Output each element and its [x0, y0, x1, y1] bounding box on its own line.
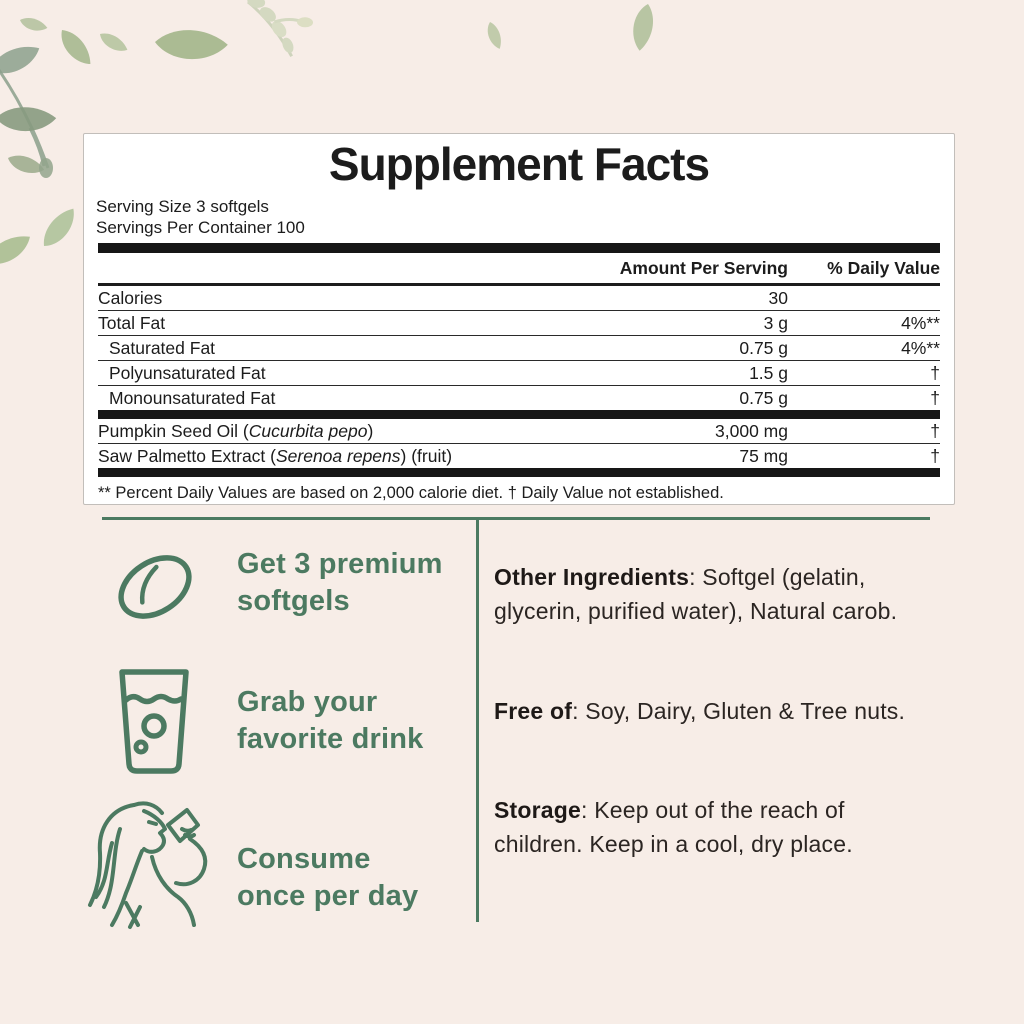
- supplement-facts-panel: Supplement Facts Serving Size 3 softgels…: [83, 133, 955, 505]
- table-row: Total Fat 3 g 4%**: [98, 311, 940, 336]
- facts-table: Amount Per Serving % Daily Value Calorie…: [96, 253, 942, 505]
- other-ingredients-label: Other Ingredients: [494, 564, 690, 590]
- woman-drinking-icon: [88, 801, 208, 929]
- table-row: Saw Palmetto Extract (Serenoa repens) (f…: [98, 446, 940, 466]
- table-row: Monounsaturated Fat 0.75 g †: [109, 388, 940, 408]
- separator-bar-bottom: [98, 468, 940, 477]
- softgel-icon: [118, 555, 192, 619]
- storage-label: Storage: [494, 797, 582, 823]
- serving-size: Serving Size 3 softgels: [96, 197, 269, 216]
- servings-per-container: Servings Per Container 100: [96, 218, 305, 237]
- drink-glass-icon: [119, 669, 189, 774]
- horizontal-divider: [102, 517, 930, 520]
- free-of-label: Free of: [494, 698, 573, 724]
- panel-title: Supplement Facts: [328, 138, 710, 190]
- table-row: Calories 30: [98, 286, 940, 311]
- table-row: Pumpkin Seed Oil (Cucurbita pepo) 3,000 …: [98, 419, 940, 444]
- storage-text: Storage: Keep out of the reach of childr…: [494, 797, 853, 857]
- vertical-divider: [476, 517, 479, 922]
- daily-value-column-header: % Daily Value: [827, 258, 940, 278]
- amount-column-header: Amount Per Serving: [619, 258, 788, 278]
- free-of-text: Free of: Soy, Dairy, Gluten & Tree nuts.: [494, 698, 906, 724]
- benefit-label-softgels: Get 3 premium softgels: [237, 548, 443, 617]
- table-row: Polyunsaturated Fat 1.5 g †: [98, 361, 940, 386]
- other-ingredients-text: Other Ingredients: Softgel (gelatin, gly…: [494, 564, 898, 624]
- benefit-label-drink: Grab your favorite drink: [237, 686, 424, 755]
- separator-bar-top: [98, 243, 940, 253]
- table-header-row: Amount Per Serving % Daily Value: [98, 253, 940, 286]
- daily-value-footnote: ** Percent Daily Values are based on 2,0…: [98, 484, 724, 502]
- benefit-label-consume: Consume once per day: [237, 843, 419, 912]
- table-row: Saturated Fat 0.75 g 4%**: [98, 336, 940, 361]
- separator-bar-middle: [98, 410, 940, 419]
